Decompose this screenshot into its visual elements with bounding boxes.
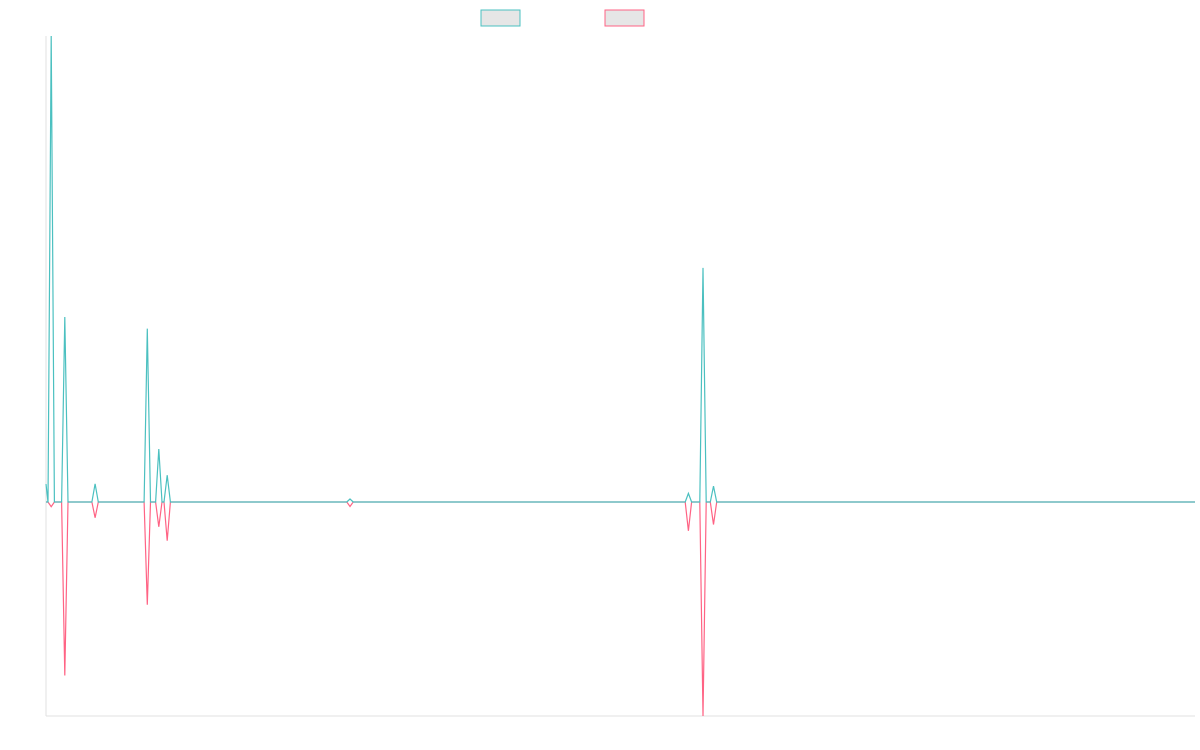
legend[interactable] (480, 9, 645, 27)
series-line-1 (46, 35, 1195, 503)
series-1-start-segment (45, 483, 49, 503)
plot-area (45, 35, 1195, 717)
axes (45, 36, 1195, 717)
legend-swatch-2[interactable] (604, 9, 645, 27)
series-line-2 (46, 501, 1195, 717)
series-1 (46, 35, 1195, 503)
legend-swatch-1[interactable] (480, 9, 521, 27)
series-2 (46, 501, 1195, 717)
